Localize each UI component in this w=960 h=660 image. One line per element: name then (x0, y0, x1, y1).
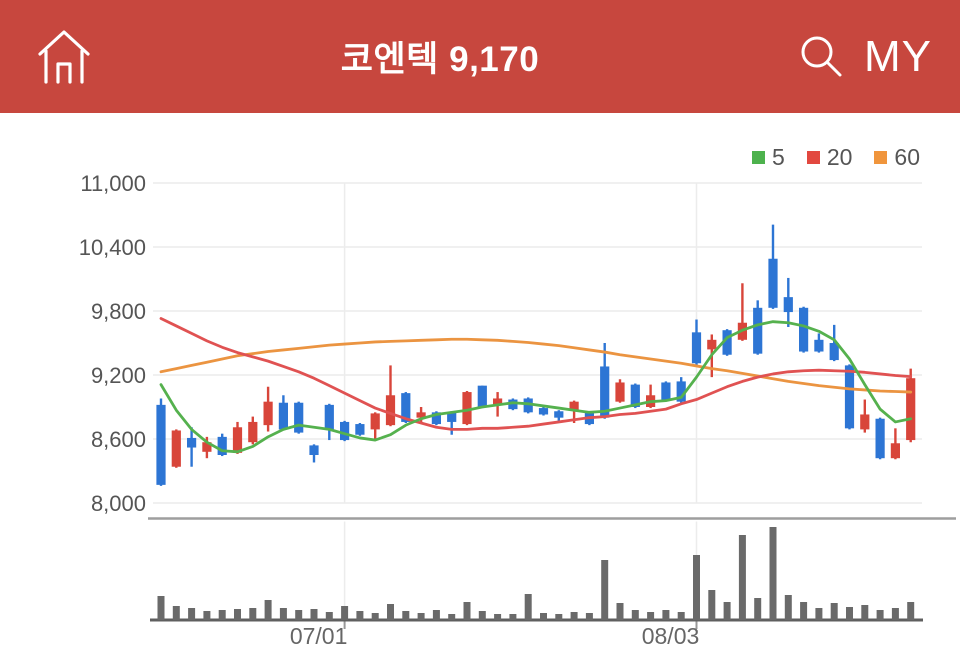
search-button[interactable] (796, 31, 848, 83)
legend-label: 60 (894, 144, 920, 170)
svg-text:08/03: 08/03 (642, 623, 700, 649)
price-volume-chart-svg[interactable]: 11,000 10,400 9,800 9,200 8,600 8,000 07/01 08/… (0, 113, 960, 655)
my-button[interactable]: MY (864, 31, 932, 81)
ma60-swatch-icon (874, 151, 888, 164)
svg-text:9,800: 9,800 (91, 299, 146, 324)
svg-text:9,200: 9,200 (91, 363, 146, 388)
legend-item-ma60: 60 (874, 144, 920, 171)
app-header: 코엔텍 9,170 MY (0, 0, 960, 113)
ma5-swatch-icon (752, 151, 766, 164)
ma20-swatch-icon (806, 151, 820, 164)
svg-text:11,000: 11,000 (80, 171, 146, 196)
legend-item-ma20: 20 (806, 144, 853, 171)
svg-text:07/01: 07/01 (290, 623, 348, 649)
stock-chart[interactable]: 11,000 10,400 9,800 9,200 8,600 8,000 07/01 08/… (0, 113, 960, 655)
home-icon (34, 30, 94, 93)
search-icon (796, 36, 848, 86)
home-button[interactable] (34, 24, 94, 90)
page-title: 코엔텍 9,170 (340, 40, 540, 79)
legend-label: 20 (826, 144, 853, 170)
svg-text:10,400: 10,400 (79, 235, 146, 260)
legend-label: 5 (772, 144, 785, 170)
ma-legend: 5 20 60 (752, 144, 920, 171)
header-actions: MY (796, 0, 932, 113)
legend-item-ma5: 5 (752, 144, 785, 171)
svg-text:8,000: 8,000 (91, 491, 146, 516)
svg-text:8,600: 8,600 (91, 427, 146, 452)
